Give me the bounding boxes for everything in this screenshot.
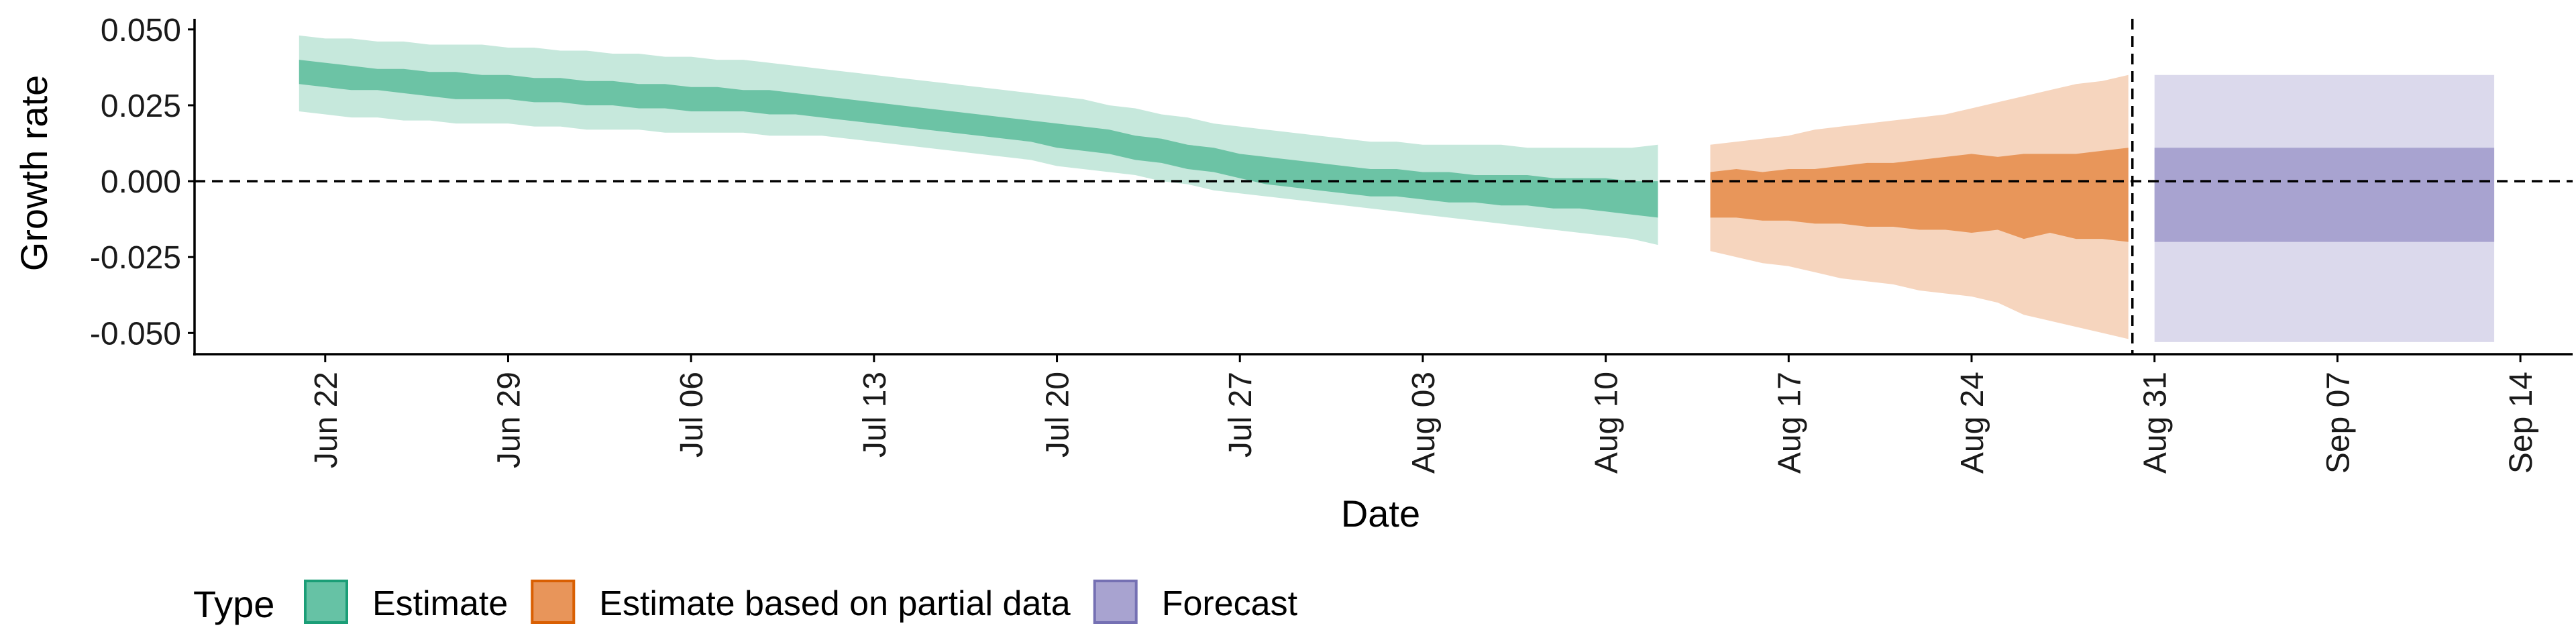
interval-50-band (2154, 148, 2495, 242)
series-2 (1710, 74, 2129, 339)
interval-90-band (299, 35, 1658, 246)
y-axis-title: Growth rate (13, 75, 55, 272)
x-axis-title: Date (1341, 492, 1420, 535)
x-tick-label: Aug 17 (1772, 372, 1807, 474)
x-tick-label: Jun 29 (492, 372, 527, 468)
x-tick-label: Jul 20 (1040, 372, 1076, 458)
x-tick-label: Aug 03 (1406, 372, 1442, 474)
series-1 (299, 35, 1658, 246)
y-tick-label: -0.025 (90, 240, 181, 276)
interval-50-band (299, 60, 1658, 218)
x-tick-label: Aug 31 (2138, 372, 2174, 474)
legend-swatch (531, 580, 576, 624)
x-tick-label: Jul 13 (857, 372, 893, 458)
legend-label: Forecast (1162, 584, 1298, 623)
x-tick-label: Jul 06 (674, 372, 710, 458)
y-tick-label: 0.025 (101, 89, 181, 124)
x-tick-label: Jul 27 (1223, 372, 1258, 458)
x-tick-label: Aug 24 (1955, 372, 1990, 474)
y-tick-label: 0.050 (101, 13, 181, 48)
plot-area (299, 35, 2495, 342)
legend-item: Estimate (304, 580, 508, 624)
y-tick-label: -0.050 (90, 316, 181, 352)
y-tick-label: 0.000 (101, 164, 181, 200)
legend-swatch (1093, 580, 1138, 624)
y-axis: 0.050 0.025 0.000 -0.025 -0.050 (90, 13, 195, 352)
legend: Type Estimate Estimate based on partial d… (193, 580, 1298, 625)
x-tick-label: Aug 10 (1589, 372, 1625, 474)
legend-label: Estimate (372, 584, 508, 623)
legend-item: Forecast (1093, 580, 1298, 624)
interval-50-band (1710, 148, 2129, 242)
legend-title: Type (193, 583, 274, 625)
x-tick-label: Sep 14 (2504, 372, 2539, 474)
x-tick-label: Sep 07 (2320, 372, 2356, 474)
legend-label: Estimate based on partial data (599, 584, 1071, 623)
x-axis: Jun 22 Jun 29 Jul 06 Jul 13 Jul 20 Jul 27 Aug … (309, 354, 2539, 474)
legend-swatch (304, 580, 348, 624)
series-3 (2154, 74, 2495, 342)
x-tick-label: Jun 22 (309, 372, 344, 468)
legend-item: Estimate based on partial data (531, 580, 1071, 624)
